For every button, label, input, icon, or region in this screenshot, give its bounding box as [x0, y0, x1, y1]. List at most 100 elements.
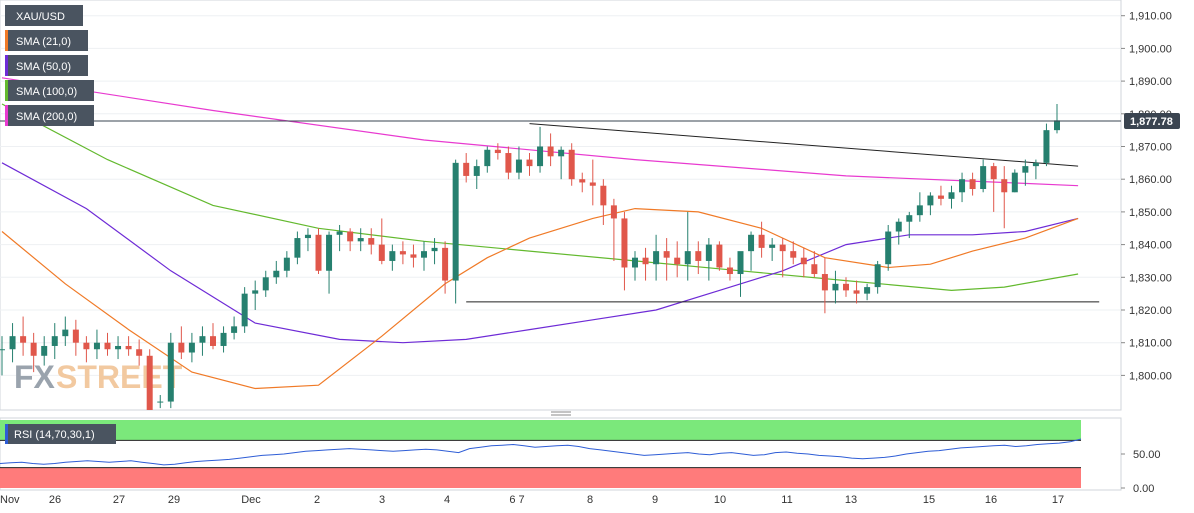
legend-item[interactable]: XAU/USD — [5, 5, 83, 26]
candle-body — [853, 290, 860, 294]
candle — [716, 241, 723, 271]
candle — [1022, 159, 1029, 186]
candle — [9, 323, 16, 363]
candle — [505, 146, 512, 180]
candle-body — [368, 238, 375, 245]
candle-body — [62, 329, 69, 337]
candle-body — [1043, 130, 1050, 163]
candle — [937, 185, 944, 206]
x-tick-label: Dec — [241, 494, 261, 506]
x-tick-label: 2 — [314, 494, 320, 506]
candle-body — [885, 231, 892, 265]
sma21-line — [1, 207, 1079, 390]
y-tick-label: 1,840.00 — [1129, 240, 1172, 252]
candle-body — [104, 342, 111, 350]
candle-body — [969, 179, 976, 190]
indicator-legend[interactable]: XAU/USD SMA (21,0) SMA (50,0) SMA (100,0) SM… — [5, 5, 94, 126]
candle-body — [843, 283, 849, 291]
candle — [579, 172, 586, 193]
candle-body — [748, 234, 755, 252]
candle-body — [283, 257, 290, 271]
candle-body — [136, 349, 143, 356]
candle-body — [389, 251, 396, 261]
legend-item-bg — [5, 105, 94, 126]
candle — [494, 143, 501, 160]
candle — [853, 280, 860, 304]
candle-body — [790, 251, 797, 258]
candle — [526, 153, 533, 176]
candle-body — [990, 166, 997, 180]
legend-item[interactable]: SMA (50,0) — [5, 55, 88, 76]
candle — [790, 241, 797, 265]
rsi-legend[interactable]: RSI (14,70,30,1) — [5, 424, 116, 444]
candle — [990, 162, 997, 212]
candle — [1001, 166, 1008, 229]
x-tick-label: 13 — [845, 494, 857, 506]
x-tick-label: 11 — [781, 494, 792, 506]
candle-body — [20, 336, 27, 343]
legend-swatch — [5, 55, 8, 76]
candle — [273, 260, 280, 284]
candle-body — [241, 293, 248, 327]
candle — [93, 329, 100, 360]
legend-item-label: SMA (100,0) — [16, 86, 77, 98]
candle — [463, 153, 470, 183]
candle-body — [758, 234, 765, 248]
pane-resize-handle[interactable] — [551, 411, 571, 416]
trendlines — [466, 123, 1100, 303]
candle — [220, 326, 227, 353]
rsi-tick-label: 50.00 — [1133, 449, 1161, 461]
x-tick-label: 29 — [168, 494, 180, 506]
rsi-zones — [0, 420, 1081, 488]
candle-body — [315, 234, 322, 271]
candle-body — [157, 401, 164, 403]
candle-body — [937, 195, 944, 199]
candle-body — [115, 345, 122, 350]
legend-swatch — [5, 105, 8, 126]
candle-body — [378, 244, 385, 261]
candle — [779, 238, 786, 278]
candle — [304, 228, 311, 252]
candle-body — [600, 185, 607, 206]
candle-body — [167, 342, 174, 402]
candle-body — [726, 267, 733, 275]
candle-body — [463, 162, 470, 176]
candle-body — [30, 342, 37, 356]
legend-item[interactable]: SMA (200,0) — [5, 105, 94, 126]
candle-body — [558, 149, 565, 157]
candle-body — [304, 234, 311, 239]
candle — [959, 172, 966, 203]
candle — [146, 349, 153, 410]
candle-body — [737, 251, 744, 275]
candle-body — [948, 192, 955, 199]
candle-body — [494, 149, 501, 154]
candle-body — [769, 244, 776, 248]
candle-body — [220, 332, 227, 346]
candle-body — [684, 251, 691, 265]
resistance-trendline — [529, 123, 1079, 167]
candle-body — [146, 355, 153, 410]
candle — [368, 228, 375, 255]
candle-body — [716, 244, 723, 268]
candle-body — [1032, 162, 1039, 167]
candle-body — [537, 146, 544, 167]
candle-body — [9, 336, 16, 350]
candle-body — [336, 231, 343, 235]
candle-body — [547, 146, 554, 157]
candle-body — [93, 342, 100, 350]
candle-body — [442, 247, 449, 281]
candle — [800, 247, 807, 278]
y-tick-label: 1,820.00 — [1129, 305, 1172, 317]
candle-body — [262, 277, 269, 291]
legend-item[interactable]: SMA (21,0) — [5, 30, 88, 51]
candle-body — [347, 231, 354, 242]
date-axis[interactable]: Nov 26 27 29 Dec 2 3 4 6 7 8 9 10 11 13 15 16 17 — [0, 494, 1064, 506]
legend-item[interactable]: SMA (100,0) — [5, 80, 94, 101]
candle-body — [51, 336, 58, 346]
candle — [843, 277, 849, 297]
candle — [811, 251, 818, 278]
candle-body — [874, 264, 881, 288]
candle — [948, 185, 955, 209]
candle-body — [473, 166, 480, 176]
candle — [726, 257, 733, 281]
